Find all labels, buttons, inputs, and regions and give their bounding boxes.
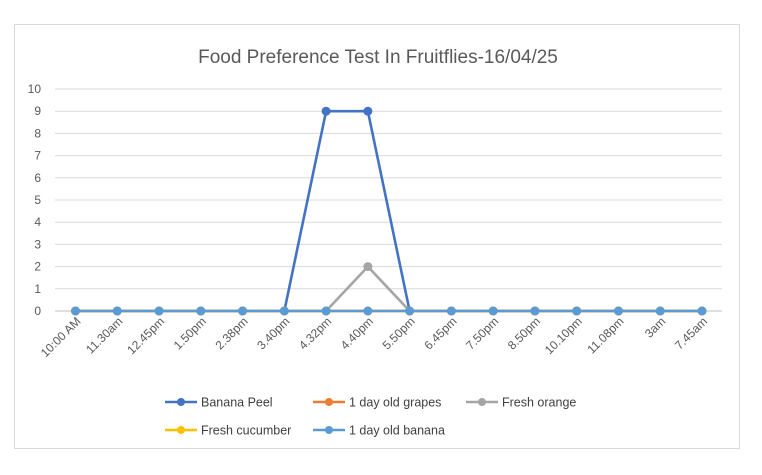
x-tick-label: 7.45am <box>672 314 710 352</box>
legend-label: 1 day old grapes <box>349 396 441 410</box>
y-tick-label: 6 <box>34 171 41 185</box>
y-tick-label: 2 <box>34 260 41 274</box>
y-tick-label: 4 <box>34 215 41 229</box>
y-tick-label: 8 <box>34 126 41 140</box>
data-point <box>405 306 415 316</box>
data-point <box>154 306 164 316</box>
chart-title: Food Preference Test In Fruitflies-16/04… <box>198 47 558 68</box>
legend-item: Fresh cucumber <box>165 424 291 438</box>
data-point <box>697 306 707 316</box>
data-point <box>530 306 540 316</box>
legend-label: Fresh orange <box>502 396 576 410</box>
data-point <box>279 306 289 316</box>
x-tick-label: 2.38pm <box>212 314 250 352</box>
legend-marker <box>177 398 185 406</box>
data-point <box>112 306 122 316</box>
x-tick-label: 1.50pm <box>171 314 209 352</box>
legend-item: 1 day old grapes <box>313 396 441 410</box>
data-point <box>572 306 582 316</box>
y-tick-label: 7 <box>34 149 41 163</box>
legend-marker <box>325 398 333 406</box>
legend-item: 1 day old banana <box>313 424 445 438</box>
x-tick-label: 11.08pm <box>584 314 626 356</box>
x-tick-label: 8.50pm <box>505 314 543 352</box>
data-point <box>363 262 373 272</box>
y-tick-label: 9 <box>34 104 41 118</box>
legend-marker <box>177 426 185 434</box>
chart-frame <box>14 24 740 449</box>
data-point <box>321 306 331 316</box>
x-tick-label: 3.40pm <box>254 314 292 352</box>
y-tick-label: 10 <box>28 82 42 96</box>
x-tick-label: 4.32pm <box>296 314 334 352</box>
x-tick-label: 11.30am <box>83 314 125 356</box>
plot-area <box>71 106 707 316</box>
x-tick-label: 10.10pm <box>542 314 585 357</box>
y-tick-label: 3 <box>34 237 41 251</box>
legend-marker <box>478 398 486 406</box>
series-1-day-old-banana <box>71 306 707 316</box>
legend-item: Fresh orange <box>466 396 576 410</box>
data-point <box>321 106 331 116</box>
data-point <box>613 306 623 316</box>
legend-label: 1 day old banana <box>349 424 445 438</box>
x-tick-label: 7.50pm <box>463 314 501 352</box>
legend-label: Fresh cucumber <box>201 424 291 438</box>
data-point <box>655 306 665 316</box>
data-point <box>363 306 373 316</box>
series-line <box>75 109 702 313</box>
x-tick-label: 12.45pm <box>124 314 167 357</box>
x-tick-label: 4.40pm <box>338 314 376 352</box>
x-tick-label: 3am <box>642 314 668 340</box>
legend-marker <box>325 426 333 434</box>
y-tick-label: 0 <box>34 304 41 318</box>
y-tick-label: 1 <box>34 282 41 296</box>
legend: Banana Peel 1 day old grapes Fresh orange F… <box>165 396 576 438</box>
data-point <box>446 306 456 316</box>
y-axis: 0 1 2 3 4 5 6 7 8 9 10 <box>28 82 42 318</box>
data-point <box>196 306 206 316</box>
x-tick-label: 5.50pm <box>380 314 418 352</box>
legend-item: Banana Peel <box>165 396 273 410</box>
data-point <box>488 306 498 316</box>
y-tick-label: 5 <box>34 193 41 207</box>
x-tick-label: 6.45pm <box>421 314 459 352</box>
series-banana-peel <box>71 106 707 316</box>
data-point <box>238 306 248 316</box>
legend-label: Banana Peel <box>201 396 273 410</box>
x-tick-label: 10:00 AM <box>38 314 84 360</box>
gridlines <box>55 88 722 312</box>
data-point <box>71 306 80 316</box>
data-point <box>363 106 373 116</box>
